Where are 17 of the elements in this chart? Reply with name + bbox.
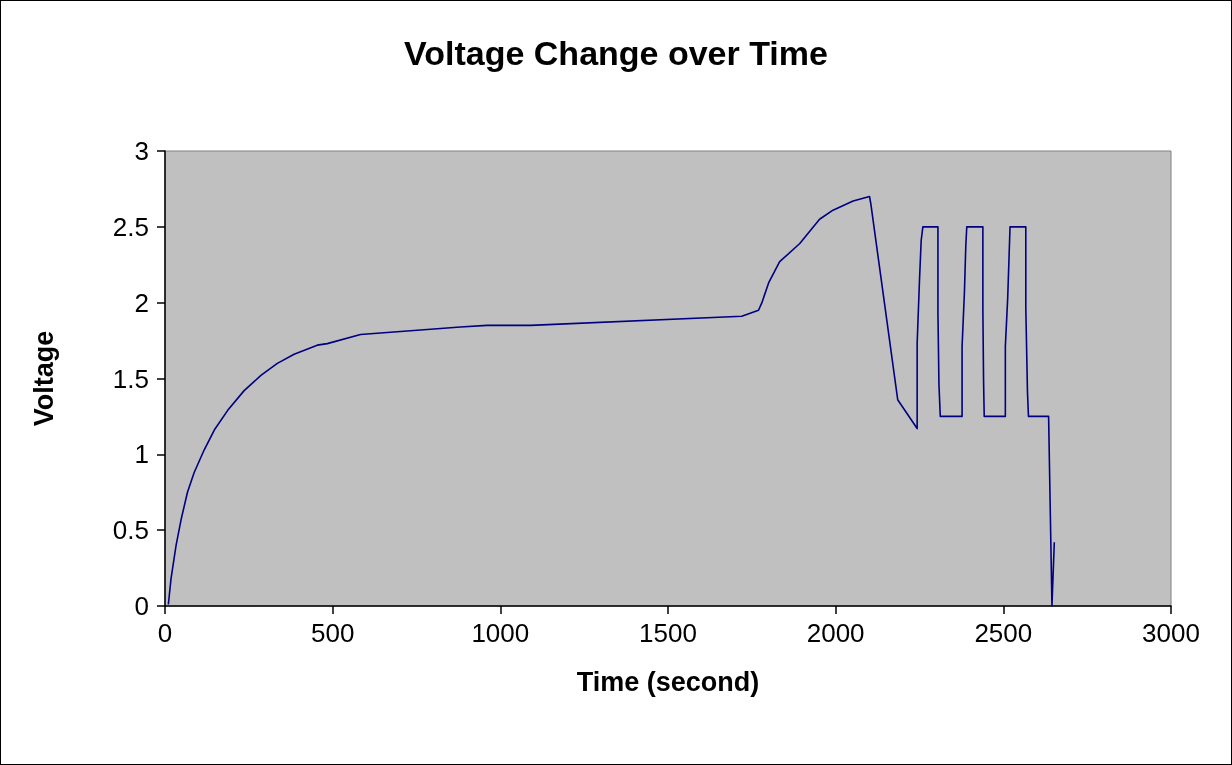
y-tick-label: 3	[134, 136, 149, 166]
x-tick-label: 3000	[1142, 618, 1200, 648]
y-tick-label: 0.5	[112, 515, 149, 546]
x-tick-label: 2000	[806, 618, 865, 648]
y-tick-label: 1	[134, 439, 149, 470]
y-tick-label: 2.5	[112, 211, 149, 242]
chart-title: Voltage Change over Time	[404, 34, 828, 72]
x-tick-label: 0	[157, 618, 173, 648]
y-tick-label: 0	[134, 591, 149, 621]
y-axis-title: Voltage	[28, 330, 59, 427]
x-tick-label: 1000	[471, 618, 530, 648]
x-tick-label: 1500	[639, 618, 697, 648]
x-axis-title: Time (second)	[576, 666, 760, 697]
x-tick-label: 500	[310, 618, 355, 648]
x-tick-label: 2500	[974, 618, 1033, 648]
y-tick-label: 2	[134, 287, 149, 318]
y-tick-label: 1.5	[112, 363, 149, 394]
